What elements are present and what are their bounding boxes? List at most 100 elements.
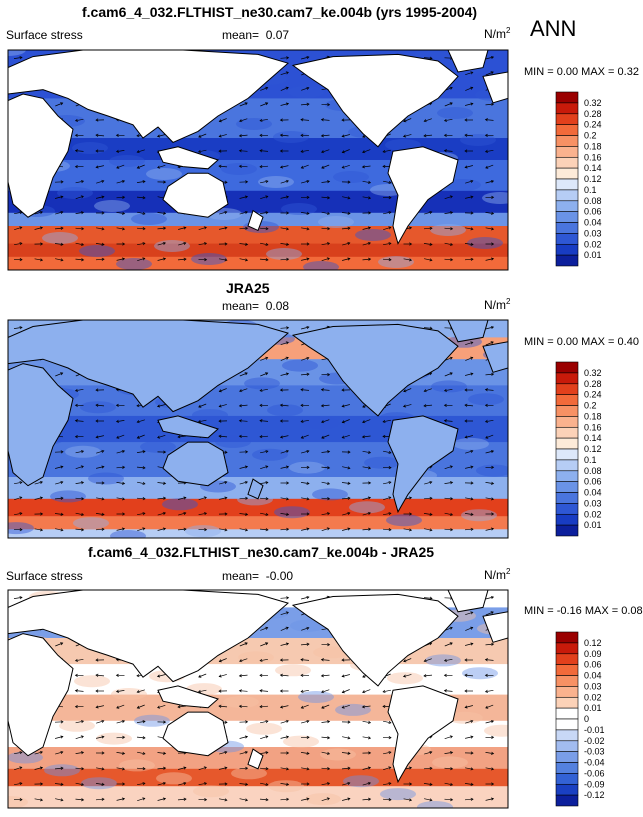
wind-vector-head bbox=[361, 165, 365, 169]
wind-vector bbox=[444, 690, 453, 692]
wind-vector-head bbox=[326, 242, 331, 246]
field-band bbox=[8, 786, 508, 808]
wind-vector bbox=[465, 341, 473, 346]
wind-vector-head bbox=[163, 450, 167, 454]
wind-vector bbox=[465, 720, 473, 724]
wind-vector bbox=[465, 71, 473, 76]
map-frame bbox=[7, 589, 509, 809]
wind-vector bbox=[464, 798, 474, 801]
wind-vector-head bbox=[101, 527, 105, 531]
wind-vector bbox=[444, 420, 453, 422]
wind-vector-head bbox=[484, 658, 488, 662]
colorbar-swatch bbox=[555, 503, 579, 515]
wind-vector bbox=[444, 482, 453, 484]
wind-vector-head bbox=[136, 165, 140, 169]
colorbar-label: 0.16 bbox=[584, 152, 602, 162]
wind-vector-head bbox=[19, 766, 23, 770]
wind-vector bbox=[260, 87, 268, 91]
wind-vector-head bbox=[244, 798, 249, 802]
wind-vector-head bbox=[95, 388, 99, 392]
wind-vector-head bbox=[279, 689, 283, 693]
wind-vector-head bbox=[244, 735, 249, 739]
wind-vector bbox=[260, 627, 268, 631]
wind-vector-head bbox=[245, 450, 249, 454]
field-patch bbox=[364, 456, 400, 469]
wind-vector bbox=[465, 373, 473, 376]
wind-vector-head bbox=[163, 496, 167, 500]
field-band bbox=[8, 498, 508, 517]
wind-vector-head bbox=[39, 798, 44, 802]
land-australia bbox=[162, 711, 229, 757]
field-patch bbox=[258, 176, 294, 188]
wind-vector-head bbox=[326, 512, 331, 516]
wind-vector bbox=[75, 118, 84, 122]
wind-vector bbox=[14, 496, 22, 501]
wind-vector bbox=[444, 735, 453, 740]
wind-vector bbox=[239, 642, 248, 647]
wind-vector-head bbox=[142, 180, 146, 184]
wind-vector-head bbox=[218, 674, 222, 678]
wind-vector bbox=[55, 211, 63, 215]
wind-vector bbox=[465, 227, 473, 230]
wind-vector bbox=[14, 751, 22, 755]
wind-vector-head bbox=[449, 242, 454, 246]
wind-vector bbox=[403, 404, 412, 407]
wind-vector bbox=[116, 258, 125, 261]
land-eurasia bbox=[8, 50, 290, 143]
wind-vector bbox=[280, 134, 289, 137]
wind-vector-head bbox=[306, 325, 310, 330]
colorbar-swatch bbox=[555, 696, 579, 709]
wind-vector bbox=[55, 372, 63, 377]
land-greenland bbox=[447, 320, 489, 343]
wind-vector-head bbox=[491, 242, 495, 246]
wind-vector bbox=[34, 798, 43, 801]
wind-vector-head bbox=[306, 257, 310, 261]
wind-vector-head bbox=[285, 86, 289, 90]
wind-vector-head bbox=[321, 705, 325, 709]
wind-vector bbox=[280, 611, 289, 616]
wind-vector bbox=[301, 357, 309, 361]
wind-vector bbox=[260, 357, 268, 361]
wind-vector-head bbox=[115, 149, 120, 153]
wind-vector bbox=[362, 180, 371, 184]
colorbar-swatch bbox=[555, 448, 579, 461]
wind-vector bbox=[137, 689, 145, 693]
wind-vector-head bbox=[115, 689, 120, 693]
wind-vector bbox=[444, 212, 453, 214]
wind-vector bbox=[342, 196, 350, 199]
wind-vector-head bbox=[19, 481, 23, 485]
wind-vector-head bbox=[367, 466, 372, 470]
wind-vector-head bbox=[347, 781, 351, 785]
wind-vector bbox=[383, 512, 391, 516]
colorbar-label: 0.18 bbox=[584, 411, 602, 421]
field-band bbox=[8, 768, 508, 787]
wind-vector bbox=[423, 513, 433, 515]
wind-vector-head bbox=[162, 781, 166, 785]
wind-vector-head bbox=[341, 165, 345, 169]
wind-vector-head bbox=[81, 227, 85, 231]
wind-vector-head bbox=[60, 450, 64, 454]
wind-vector-head bbox=[464, 419, 468, 423]
wind-vector bbox=[239, 420, 248, 422]
wind-vector bbox=[485, 752, 494, 754]
colorbar-label: 0.12 bbox=[584, 444, 602, 454]
wind-vector-head bbox=[279, 133, 283, 137]
wind-vector-head bbox=[485, 165, 489, 169]
wind-vector bbox=[362, 497, 371, 500]
land-namerica bbox=[291, 323, 459, 417]
colorbar-swatch bbox=[555, 178, 579, 191]
wind-vector-head bbox=[402, 134, 407, 138]
wind-vector-head bbox=[203, 226, 207, 230]
wind-vector-head bbox=[60, 496, 64, 500]
wind-vector bbox=[157, 404, 166, 407]
wind-vector bbox=[54, 513, 64, 515]
wind-vector-head bbox=[95, 133, 99, 137]
wind-vector-head bbox=[101, 751, 105, 755]
wind-vector bbox=[239, 211, 248, 215]
wind-vector-head bbox=[327, 373, 331, 377]
colorbar-label: 0.32 bbox=[584, 368, 602, 378]
wind-vector-head bbox=[484, 689, 489, 693]
wind-vector bbox=[136, 451, 146, 453]
field-patch bbox=[268, 780, 304, 793]
wind-vector-head bbox=[306, 751, 310, 755]
